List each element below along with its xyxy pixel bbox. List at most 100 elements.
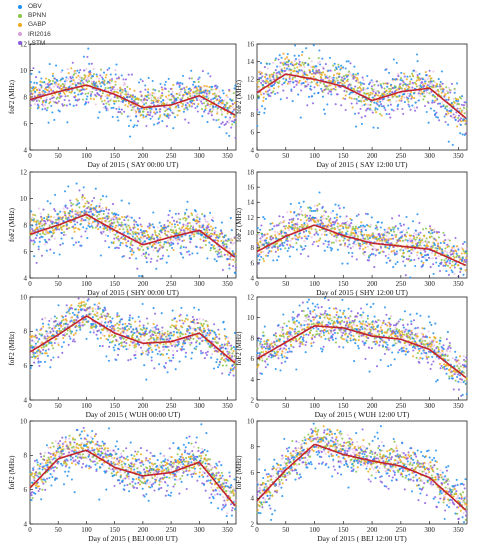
point-lstm: [77, 82, 80, 85]
point-obv: [324, 240, 327, 243]
point-lstm: [457, 256, 461, 259]
point-gabp: [327, 79, 330, 82]
point-bpnn: [434, 246, 437, 250]
point-lstm: [119, 111, 122, 114]
y-tick-label: 16: [247, 40, 255, 48]
point-gabp: [314, 221, 317, 224]
point-obv: [95, 73, 98, 76]
point-bpnn: [314, 228, 317, 231]
point-obv: [138, 110, 141, 113]
point-lstm: [163, 229, 167, 232]
point-gabp: [411, 241, 414, 244]
point-lstm: [189, 89, 192, 92]
point-obv: [44, 101, 47, 104]
point-gabp: [105, 73, 108, 76]
point-lstm: [370, 85, 373, 88]
point-obv: [277, 255, 280, 258]
point-obv: [366, 74, 369, 78]
point-gabp: [435, 83, 439, 86]
point-obv: [438, 102, 442, 105]
point-iri2016: [422, 241, 425, 244]
point-lstm: [233, 118, 236, 122]
x-axis-label: Day of 2015 ( SHY 00:00 UT): [87, 288, 179, 297]
point-gabp: [33, 87, 36, 90]
point-obv: [49, 83, 52, 86]
point-lstm: [98, 94, 101, 97]
point-gabp: [61, 87, 64, 91]
point-gabp: [153, 243, 156, 246]
point-lstm: [189, 241, 192, 244]
point-lstm: [345, 215, 348, 218]
y-tick-label: 12: [20, 168, 28, 176]
point-lstm: [145, 257, 148, 260]
point-obv: [333, 216, 336, 220]
point-lstm: [460, 103, 463, 106]
point-lstm: [292, 217, 295, 220]
point-gabp: [350, 97, 353, 100]
point-bpnn: [140, 245, 143, 248]
point-obv: [295, 248, 298, 251]
point-lstm: [290, 89, 293, 93]
point-gabp: [188, 103, 191, 107]
point-gabp: [126, 105, 130, 108]
point-obv: [393, 86, 396, 89]
point-obv: [60, 231, 64, 235]
point-obv: [386, 85, 389, 88]
point-iri2016: [178, 92, 181, 95]
point-obv: [298, 232, 302, 235]
point-obv: [304, 244, 307, 248]
point-obv: [268, 62, 271, 65]
point-iri2016: [369, 223, 372, 226]
point-obv: [346, 262, 349, 265]
point-obv: [78, 202, 81, 205]
point-lstm: [44, 107, 47, 110]
point-lstm: [400, 224, 403, 227]
point-lstm: [414, 109, 417, 112]
point-obv: [201, 115, 204, 118]
point-lstm: [145, 237, 149, 240]
point-lstm: [359, 107, 362, 110]
point-lstm: [438, 269, 442, 273]
point-gabp: [140, 225, 143, 228]
point-obv: [321, 57, 324, 60]
point-obv: [192, 228, 195, 231]
point-bpnn: [405, 231, 408, 234]
point-bpnn: [268, 74, 271, 77]
point-lstm: [202, 239, 205, 242]
point-gabp: [318, 239, 321, 242]
point-gabp: [347, 226, 350, 230]
point-bpnn: [382, 82, 385, 85]
point-lstm: [73, 96, 76, 99]
point-obv: [133, 95, 137, 98]
point-gabp: [196, 88, 199, 91]
point-gabp: [68, 91, 71, 94]
point-bpnn: [332, 241, 335, 244]
point-gabp: [459, 107, 462, 110]
point-bpnn: [201, 213, 204, 216]
point-lstm: [131, 94, 134, 97]
point-gabp: [73, 69, 77, 72]
point-lstm: [300, 89, 303, 92]
point-bpnn: [183, 88, 186, 92]
point-lstm: [435, 230, 438, 233]
point-bpnn: [99, 198, 102, 201]
point-gabp: [90, 82, 93, 85]
point-obv: [208, 241, 211, 244]
point-obv: [341, 262, 344, 265]
point-bpnn: [342, 239, 345, 242]
point-iri2016: [429, 82, 432, 85]
point-lstm: [154, 112, 157, 115]
point-obv: [453, 91, 456, 94]
point-lstm: [307, 83, 310, 86]
point-lstm: [294, 222, 297, 225]
point-obv: [124, 89, 127, 92]
point-lstm: [362, 237, 365, 240]
point-bpnn: [116, 221, 119, 224]
point-iri2016: [63, 332, 66, 335]
point-gabp: [57, 83, 60, 86]
point-obv: [156, 250, 159, 253]
point-lstm: [389, 103, 392, 106]
point-obv: [70, 215, 73, 218]
point-gabp: [266, 232, 269, 236]
point-bpnn: [115, 100, 118, 103]
